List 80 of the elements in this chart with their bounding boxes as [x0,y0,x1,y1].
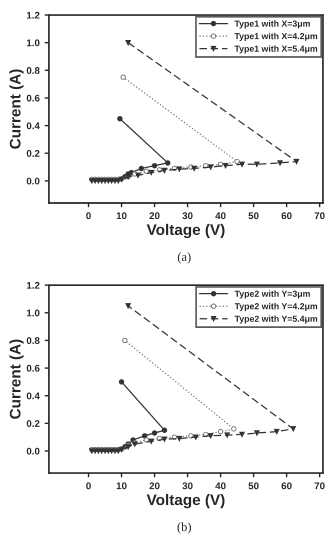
point [294,158,300,164]
legend-label: Type2 with Y=4.2μm [234,302,318,312]
x-tick-label: 0 [86,482,91,490]
point [125,40,131,46]
point [117,116,123,122]
y-tick-label: 1.0 [26,39,40,46]
x-axis-title: Voltage (V) [146,494,224,508]
y-tick-label: 0.0 [26,178,40,184]
point [148,438,154,444]
x-tick-label: 60 [282,212,292,220]
point [144,168,150,174]
y-tick-label: 0.6 [26,94,40,102]
x-tick-label: 50 [248,212,259,220]
point [142,433,148,438]
point [162,436,168,442]
point [148,170,154,176]
point [152,430,158,436]
point [162,168,168,174]
x-tick-label: 70 [314,482,325,490]
legend-label: Type1 with X=5.4μm [234,45,318,54]
point [191,166,197,172]
y-tick-label: 0.6 [26,364,40,372]
point [118,379,124,385]
point [152,162,158,168]
point [239,432,245,438]
x-tick-label: 40 [215,212,226,220]
point [193,434,199,440]
point [165,160,170,166]
point [224,432,230,438]
x-tick-label: 0 [86,212,91,220]
y-tick-label: 1.0 [26,310,40,316]
point [222,162,228,168]
point [125,303,131,309]
y-tick-label: 0.8 [26,67,40,74]
point [254,162,260,167]
y-axis-title: Current (A) [9,340,24,419]
point [135,172,141,178]
x-tick-label: 10 [116,212,127,220]
x-axis-title: Voltage (V) [146,224,224,238]
legend-label: Type1 with X=3μm [234,20,310,28]
x-tick-label: 70 [314,212,325,220]
point [290,426,296,432]
y-tick-label: 1.2 [26,12,40,19]
point [122,338,128,344]
y-axis-title: Current (A) [9,69,24,149]
point [144,437,150,443]
point [208,164,214,170]
point [254,430,260,436]
point [120,74,126,80]
legend-label: Type1 with X=4.2μm [234,32,318,41]
point [188,433,194,438]
y-tick-label: 0.2 [26,420,40,427]
point [208,433,214,438]
legend-label: Type2 with Y=5.4μm [234,315,318,324]
legend-label: Type2 with Y=3μm [234,290,310,299]
y-tick-label: 0.4 [26,392,40,400]
x-tick-label: 30 [182,482,193,490]
x-tick-label: 50 [248,482,259,490]
y-tick-label: 1.2 [26,282,40,289]
x-tick-label: 60 [282,482,292,490]
point [234,158,240,164]
point [176,436,182,442]
x-tick-label: 10 [116,482,127,490]
point [218,428,224,434]
y-tick-label: 0.0 [26,448,40,455]
point [138,166,144,172]
point [277,160,283,166]
point [176,166,182,172]
x-tick-label: 20 [149,212,160,220]
point [231,426,237,432]
text: (a) [178,252,191,264]
y-tick-label: 0.8 [26,337,40,344]
text: (b) [178,522,191,534]
x-tick-label: 20 [149,482,160,490]
point [162,428,168,433]
x-tick-label: 30 [182,212,193,220]
x-tick-label: 40 [215,482,226,490]
y-tick-label: 0.2 [26,150,40,157]
y-tick-label: 0.4 [26,122,40,130]
point [274,428,280,434]
